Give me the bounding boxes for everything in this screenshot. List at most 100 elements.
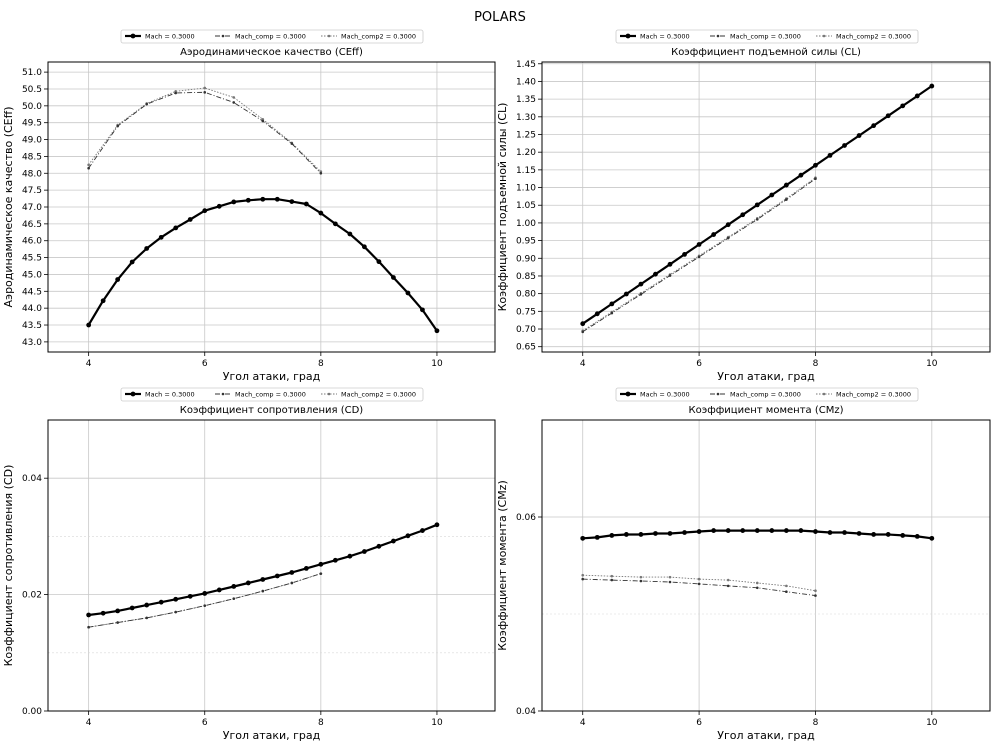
- data-point: [391, 538, 396, 544]
- y-tick-label: 49.5: [22, 119, 42, 129]
- data-point: [711, 528, 717, 533]
- legend-marker: [716, 34, 720, 38]
- legend-marker: [327, 392, 331, 396]
- data-point: [783, 528, 789, 533]
- series-line: [582, 178, 816, 333]
- data-point: [814, 594, 817, 597]
- data-point: [144, 246, 150, 251]
- legend-marker: [625, 33, 631, 39]
- chart-title: Коэффициент момента (CMz): [689, 405, 844, 416]
- data-point: [827, 152, 833, 158]
- data-point: [232, 96, 236, 99]
- x-tick-label: 8: [813, 718, 819, 728]
- y-tick-label: 1.35: [516, 95, 536, 105]
- legend-marker: [221, 392, 225, 396]
- data-point: [129, 259, 135, 265]
- data-point: [202, 591, 208, 596]
- data-point: [187, 593, 193, 599]
- chart-title: Аэродинамическое качество (CEff): [180, 47, 363, 58]
- x-axis-label: Угол атаки, град: [223, 729, 321, 742]
- legend-entry: Mach = 0.3000: [640, 391, 690, 399]
- data-point: [871, 123, 877, 129]
- chart-title: Коэффициент подъемной силы (CL): [671, 47, 861, 58]
- data-point: [405, 533, 411, 539]
- data-point: [667, 531, 673, 536]
- data-point: [842, 143, 847, 148]
- x-tick-label: 4: [86, 718, 92, 728]
- plot-area: [541, 419, 991, 712]
- y-tick-label: 0.04: [516, 707, 536, 717]
- y-tick-label: 50.0: [22, 102, 42, 112]
- grid: [542, 62, 990, 352]
- data-point: [842, 530, 847, 535]
- chart-panel-1: 4 6 8 10 43.0 43.5 44.0 44.5 45.0 45.5 46.0 46.5 47.…: [2, 29, 496, 383]
- x-tick-label: 10: [926, 718, 938, 728]
- data-point: [814, 177, 817, 181]
- data-point: [667, 261, 673, 267]
- y-tick-label: 49.0: [22, 136, 42, 146]
- data-point: [332, 221, 338, 227]
- data-point: [318, 561, 324, 567]
- data-point: [318, 210, 324, 216]
- series-2: [581, 577, 817, 597]
- y-tick-label: 45.5: [22, 254, 42, 264]
- data-point: [332, 557, 338, 563]
- series-line: [88, 523, 438, 617]
- legend-marker: [130, 33, 136, 39]
- data-point: [697, 577, 701, 581]
- y-axis-label: Коэффициент сопротивления (CD): [2, 465, 15, 667]
- data-point: [86, 322, 92, 328]
- data-point: [798, 172, 804, 178]
- y-tick-label: 1.25: [516, 131, 536, 141]
- data-point: [361, 549, 367, 554]
- legend: Mach = 0.3000 Mach_comp = 0.3000 Mach_comp…: [615, 387, 919, 402]
- legend: Mach = 0.3000 Mach_comp = 0.3000 Mach_comp…: [120, 387, 424, 402]
- legend-entry: Mach_comp = 0.3000: [730, 33, 801, 41]
- legend-entry: Mach_comp2 = 0.3000: [341, 33, 416, 41]
- series-3: [581, 573, 817, 593]
- grid: [48, 420, 495, 712]
- data-point: [203, 604, 207, 607]
- y-tick-label: 1.20: [516, 148, 536, 158]
- y-tick-label: 0.06: [516, 513, 536, 523]
- data-point: [319, 572, 323, 575]
- data-point: [682, 251, 687, 257]
- y-tick-label: 0.95: [516, 237, 536, 247]
- data-point: [929, 83, 935, 89]
- y-tick-label: 0.04: [22, 474, 42, 484]
- data-point: [885, 113, 891, 119]
- legend-entry: Mach_comp = 0.3000: [730, 391, 801, 399]
- data-point: [581, 577, 585, 581]
- y-tick-label: 1.15: [516, 166, 536, 176]
- y-tick-label: 50.5: [22, 85, 42, 95]
- data-point: [245, 580, 251, 586]
- data-point: [174, 91, 178, 95]
- data-point: [174, 610, 178, 614]
- series-line: [582, 578, 816, 597]
- data-point: [697, 582, 701, 586]
- data-point: [639, 293, 643, 296]
- legend-marker: [822, 392, 826, 396]
- x-tick-label: 6: [202, 718, 208, 728]
- data-point: [623, 532, 629, 537]
- data-point: [914, 93, 920, 99]
- data-point: [100, 610, 106, 616]
- y-tick-label: 46.0: [22, 237, 42, 247]
- grid: [542, 419, 990, 712]
- data-point: [581, 573, 585, 577]
- y-tick-label: 47.5: [22, 186, 42, 196]
- legend-entry: Mach_comp2 = 0.3000: [836, 33, 911, 41]
- y-tick-label: 0.65: [516, 343, 536, 353]
- data-point: [755, 586, 759, 590]
- data-point: [303, 201, 309, 207]
- data-point: [231, 199, 237, 205]
- data-point: [290, 581, 294, 585]
- data-point: [726, 578, 730, 582]
- x-tick-label: 6: [696, 359, 702, 369]
- y-tick-label: 1.05: [516, 201, 536, 211]
- x-tick-label: 4: [86, 359, 92, 369]
- legend-entry: Mach = 0.3000: [640, 33, 690, 41]
- x-tick-label: 4: [580, 718, 586, 728]
- data-point: [900, 533, 906, 538]
- data-point: [609, 533, 615, 538]
